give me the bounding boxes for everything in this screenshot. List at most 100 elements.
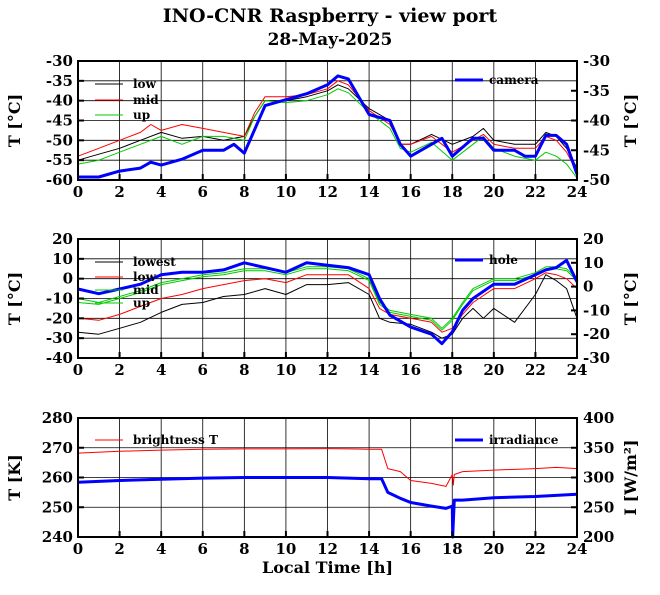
series-line-low	[77, 272, 578, 333]
x-tick-label: 22	[525, 540, 546, 558]
x-tick-label: 8	[239, 183, 249, 201]
y-tick-label: 250	[42, 498, 73, 516]
chart-title: INO-CNR Raspberry - view port	[163, 5, 498, 27]
x-tick-label: 4	[156, 361, 166, 379]
y-axis-label: T [°C]	[5, 94, 24, 147]
x-tick-label: 22	[525, 361, 546, 379]
y-right-axis-label: T [°C]	[621, 94, 640, 147]
y-right-tick-label: -45	[583, 141, 610, 159]
legend-label: mid	[133, 93, 159, 107]
x-tick-label: 10	[275, 183, 296, 201]
series-line-low	[77, 84, 578, 169]
x-tick-label: 8	[239, 361, 249, 379]
x-tick-label: 18	[442, 183, 463, 201]
x-tick-label: 16	[400, 540, 421, 558]
legend-label: low	[133, 270, 157, 284]
series-line-lowest	[77, 274, 578, 339]
x-tick-label: 20	[483, 183, 504, 201]
y-right-tick-label: 200	[583, 528, 614, 546]
y-tick-label: -45	[46, 112, 73, 130]
series-line-mid	[77, 266, 578, 329]
x-tick-label: 16	[400, 183, 421, 201]
x-tick-label: 2	[114, 540, 124, 558]
x-tick-label: 20	[483, 361, 504, 379]
y-tick-label: -20	[46, 309, 73, 327]
x-tick-label: 6	[198, 183, 208, 201]
x-tick-label: 18	[442, 361, 463, 379]
x-tick-label: 12	[317, 183, 338, 201]
y-tick-label: -35	[46, 72, 73, 90]
x-tick-label: 20	[483, 540, 504, 558]
y-right-tick-label: 0	[583, 278, 593, 296]
x-tick-label: 2	[114, 183, 124, 201]
legend-label: low	[133, 77, 157, 91]
x-axis-label: Local Time [h]	[262, 558, 393, 577]
x-tick-label: 12	[317, 540, 338, 558]
x-tick-label: 24	[567, 183, 588, 201]
x-tick-label: 4	[156, 183, 166, 201]
y-tick-label: -50	[46, 131, 73, 149]
y-tick-label: -30	[46, 329, 73, 347]
x-tick-label: 18	[442, 540, 463, 558]
x-tick-label: 10	[275, 540, 296, 558]
legend-label: up	[133, 296, 150, 310]
chart-panels: -60-55-50-45-40-35-30-50-45-40-35-300 2 4 6…	[5, 52, 640, 577]
y-tick-label: -40	[46, 92, 73, 110]
y-tick-label: -60	[46, 171, 73, 189]
x-tick-label: 4	[156, 540, 166, 558]
x-tick-label: 24	[567, 540, 588, 558]
x-tick-label: 6	[198, 361, 208, 379]
y-tick-label: 10	[52, 250, 73, 268]
y-axis-label: T [K]	[5, 454, 24, 501]
y-right-tick-label: -20	[583, 325, 610, 343]
y-tick-label: 260	[42, 469, 73, 487]
series-line-camera	[78, 74, 579, 179]
x-tick-label: 6	[198, 540, 208, 558]
y-right-tick-label: -50	[583, 171, 610, 189]
x-tick-label: 8	[239, 540, 249, 558]
legend-label: camera	[489, 73, 539, 87]
x-tick-label: 0	[73, 183, 83, 201]
y-tick-label: 240	[42, 528, 73, 546]
legend-label: hole	[489, 253, 518, 267]
y-right-tick-label: 20	[583, 230, 604, 248]
y-right-axis-label: T [°C]	[621, 272, 640, 325]
legend-label: brightness T	[133, 433, 218, 447]
series-line-irradiance	[77, 476, 578, 539]
x-tick-label: 24	[567, 361, 588, 379]
y-right-tick-label: 10	[583, 254, 604, 272]
chart-panel-1: -60-55-50-45-40-35-30-50-45-40-35-300 2 4 6…	[5, 52, 640, 201]
x-tick-label: 0	[73, 361, 83, 379]
y-axis-label: T [°C]	[5, 272, 24, 325]
y-right-tick-label: -35	[583, 82, 610, 100]
y-right-tick-label: -40	[583, 112, 610, 130]
legend-label: irradiance	[489, 433, 559, 447]
x-tick-label: 2	[114, 361, 124, 379]
series-line-up	[77, 268, 578, 331]
x-tick-label: 14	[359, 183, 380, 201]
y-tick-label: -40	[46, 349, 73, 367]
y-right-axis-label: I [W/m²]	[621, 440, 640, 516]
x-tick-label: 10	[275, 361, 296, 379]
series-line-hole	[77, 258, 579, 346]
legend-label: mid	[133, 283, 159, 297]
x-tick-label: 14	[359, 540, 380, 558]
x-tick-label: 16	[400, 361, 421, 379]
y-tick-label: -30	[46, 52, 73, 70]
y-tick-label: 270	[42, 439, 73, 457]
y-tick-label: 0	[63, 270, 73, 288]
chart-subtitle: 28-May-2025	[268, 30, 393, 50]
legend-label: lowest	[133, 255, 176, 269]
series-line-mid	[77, 80, 578, 173]
y-tick-label: -10	[46, 290, 73, 308]
y-right-tick-label: 350	[583, 439, 614, 457]
y-tick-label: 20	[52, 230, 73, 248]
series-line-up	[77, 88, 578, 179]
y-tick-label: -55	[46, 151, 73, 169]
x-tick-label: 0	[73, 540, 83, 558]
y-right-tick-label: 250	[583, 498, 614, 516]
y-right-tick-label: 400	[583, 409, 614, 427]
